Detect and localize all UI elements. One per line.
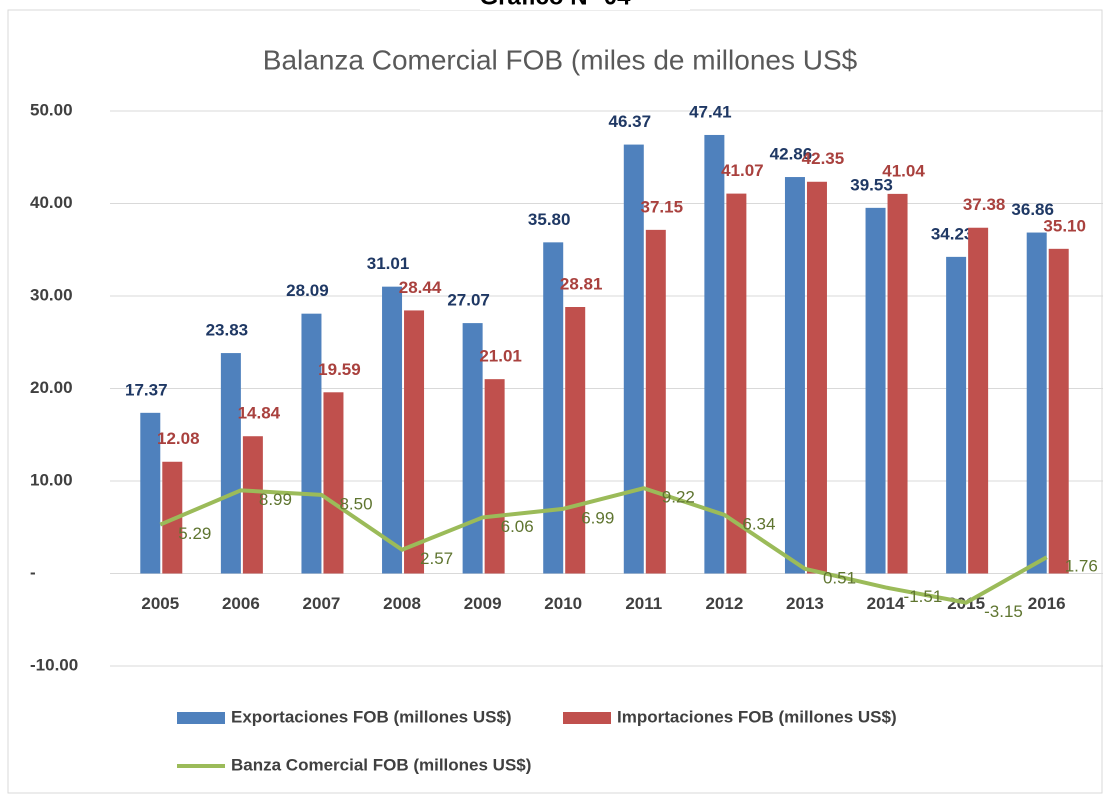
bar	[623, 144, 644, 574]
x-tick-label: 2016	[1028, 594, 1066, 613]
x-tick-label: 2008	[383, 594, 421, 613]
data-label: 28.81	[560, 274, 603, 293]
x-tick-label: 2006	[222, 594, 260, 613]
line-label: -3.15	[984, 602, 1023, 621]
bar	[462, 323, 483, 574]
line-label: 6.06	[501, 517, 534, 536]
line-label: 9.22	[662, 488, 695, 507]
legend-swatch	[177, 712, 225, 724]
data-label: 12.08	[157, 429, 200, 448]
bar	[484, 379, 505, 574]
data-label: 21.01	[479, 347, 522, 366]
bar	[784, 177, 805, 574]
x-tick-label: 2013	[786, 594, 824, 613]
bar	[323, 392, 344, 574]
y-tick-label: -10.00	[30, 655, 78, 674]
data-label: 17.37	[125, 380, 168, 399]
x-tick-label: 2009	[464, 594, 502, 613]
data-label: 39.53	[850, 175, 893, 194]
bar	[806, 181, 827, 574]
x-tick-label: 2011	[625, 594, 662, 613]
bar	[887, 193, 908, 574]
data-label: 34.23	[931, 224, 974, 243]
legend-label: Importaciones FOB (millones US$)	[617, 707, 897, 726]
x-tick-label: 2005	[141, 594, 179, 613]
legend-label: Banza Comercial FOB (millones US$)	[231, 755, 531, 774]
bar	[946, 256, 967, 574]
data-label: 37.38	[963, 195, 1006, 214]
bar	[301, 313, 322, 574]
bar	[1048, 248, 1069, 574]
data-label: 41.07	[721, 161, 764, 180]
data-label: 31.01	[367, 254, 410, 273]
line-label: 0.51	[823, 568, 856, 587]
x-tick-label: 2014	[867, 594, 905, 613]
data-label: 28.44	[399, 278, 442, 297]
data-label: 37.15	[641, 197, 684, 216]
y-tick-label: -	[30, 563, 36, 582]
bar	[382, 286, 403, 574]
bar	[645, 229, 666, 574]
bar	[140, 412, 161, 574]
data-label: 36.86	[1011, 200, 1054, 219]
heading: Gráfico N° 04	[480, 0, 632, 10]
y-tick-label: 30.00	[30, 285, 73, 304]
bar	[704, 134, 725, 574]
line-label: 8.50	[339, 494, 372, 513]
data-label: 27.07	[447, 291, 490, 310]
data-label: 23.83	[206, 321, 249, 340]
y-tick-label: 40.00	[30, 193, 73, 212]
data-label: 28.09	[286, 281, 329, 300]
data-label: 35.10	[1043, 216, 1086, 235]
y-tick-label: 10.00	[30, 470, 73, 489]
chart-title: Balanza Comercial FOB (miles de millones…	[263, 44, 858, 75]
bar	[865, 207, 886, 574]
line-label: 6.99	[581, 508, 614, 527]
x-tick-label: 2010	[544, 594, 582, 613]
data-label: 41.04	[882, 161, 925, 180]
bar	[220, 353, 241, 574]
bar	[404, 310, 425, 574]
data-label: 19.59	[318, 360, 361, 379]
x-tick-label: 2007	[303, 594, 341, 613]
bar	[968, 227, 989, 574]
bar	[1026, 232, 1047, 574]
data-label: 14.84	[238, 404, 281, 423]
line	[159, 486, 1048, 605]
legend-label: Exportaciones FOB (millones US$)	[231, 707, 512, 726]
bar	[242, 436, 263, 574]
x-tick-label: 2012	[705, 594, 743, 613]
data-label: 42.35	[802, 149, 845, 168]
y-tick-label: 20.00	[30, 378, 73, 397]
line-label: 8.99	[259, 490, 292, 509]
line-label: 2.57	[420, 549, 453, 568]
line-label: 6.34	[742, 514, 775, 533]
bar	[726, 193, 747, 574]
line-label: -1.51	[904, 587, 943, 606]
data-label: 42.86	[770, 145, 813, 164]
bar	[565, 307, 586, 574]
heading-bg	[420, 0, 690, 10]
line-label: 1.76	[1065, 557, 1098, 576]
bar	[543, 242, 564, 574]
data-label: 35.80	[528, 210, 571, 229]
data-label: 47.41	[689, 102, 732, 121]
legend-swatch	[563, 712, 611, 724]
line-label: 5.29	[178, 524, 211, 543]
y-tick-label: 50.00	[30, 100, 73, 119]
data-label: 46.37	[609, 112, 652, 131]
